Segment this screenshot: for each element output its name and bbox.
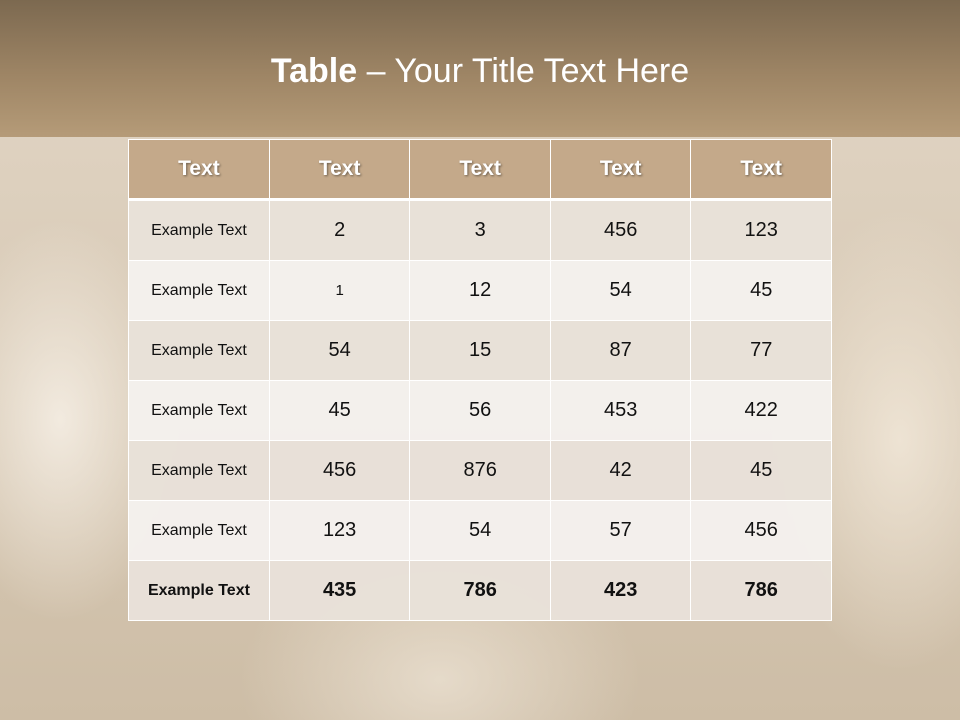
table-cell: 45 bbox=[690, 260, 832, 321]
table-cell: 123 bbox=[268, 500, 411, 561]
table-cell: 786 bbox=[690, 560, 832, 621]
row-label-cell: Example Text bbox=[128, 260, 270, 321]
header-cell: Text bbox=[409, 139, 551, 201]
table-row: Example Text 54 15 87 77 bbox=[128, 320, 832, 381]
table-row: Example Text 45 56 453 422 bbox=[128, 380, 832, 441]
table-row: Example Text 456 876 42 45 bbox=[128, 440, 832, 501]
table-cell: 786 bbox=[409, 560, 551, 621]
table-cell: 876 bbox=[409, 440, 551, 501]
table-cell: 456 bbox=[690, 500, 832, 561]
title-bold: Table bbox=[270, 52, 358, 90]
table-cell: 3 bbox=[409, 199, 551, 261]
table-row: Example Text 2 3 456 123 bbox=[128, 199, 832, 261]
header-cell: Text bbox=[128, 139, 270, 201]
table-cell: 123 bbox=[690, 199, 832, 261]
table-cell: 54 bbox=[268, 320, 411, 381]
row-label-cell: Example Text bbox=[128, 320, 270, 381]
row-label-cell: Example Text bbox=[128, 380, 270, 441]
table-cell: 422 bbox=[690, 380, 832, 441]
title-band bbox=[0, 0, 960, 137]
table-row: Example Text 435 786 423 786 bbox=[128, 560, 832, 621]
header-cell: Text bbox=[268, 139, 411, 201]
slide-title: Table – Your Title Text Here bbox=[0, 52, 960, 91]
table-cell: 57 bbox=[549, 500, 692, 561]
table-cell: 12 bbox=[409, 260, 551, 321]
table-cell: 42 bbox=[549, 440, 692, 501]
row-label-cell: Example Text bbox=[128, 500, 270, 561]
table-cell: 54 bbox=[409, 500, 551, 561]
table-cell: 45 bbox=[690, 440, 832, 501]
table-cell: 77 bbox=[690, 320, 832, 381]
table-cell: 435 bbox=[268, 560, 411, 621]
header-cell: Text bbox=[549, 139, 692, 201]
header-cell: Text bbox=[690, 139, 832, 201]
table-cell: 15 bbox=[409, 320, 551, 381]
row-label-cell: Example Text bbox=[128, 199, 270, 261]
table-row: Example Text 1 12 54 45 bbox=[128, 260, 832, 321]
data-table: Text Text Text Text Text Example Text 2 3 4… bbox=[128, 139, 832, 621]
table-cell: 453 bbox=[549, 380, 692, 441]
row-label-cell: Example Text bbox=[128, 560, 270, 621]
table-cell: 87 bbox=[549, 320, 692, 381]
table-cell: 456 bbox=[549, 199, 692, 261]
table-row: Example Text 123 54 57 456 bbox=[128, 500, 832, 561]
table-cell: 54 bbox=[549, 260, 692, 321]
header-row: Text Text Text Text Text bbox=[128, 139, 832, 201]
table-cell: 456 bbox=[268, 440, 411, 501]
table-cell: 1 bbox=[268, 260, 411, 321]
row-label-cell: Example Text bbox=[128, 440, 270, 501]
table-cell: 56 bbox=[409, 380, 551, 441]
table-cell: 423 bbox=[549, 560, 692, 621]
table-cell: 2 bbox=[268, 199, 411, 261]
table-cell: 45 bbox=[268, 380, 411, 441]
title-rest: – Your Title Text Here bbox=[357, 52, 690, 90]
